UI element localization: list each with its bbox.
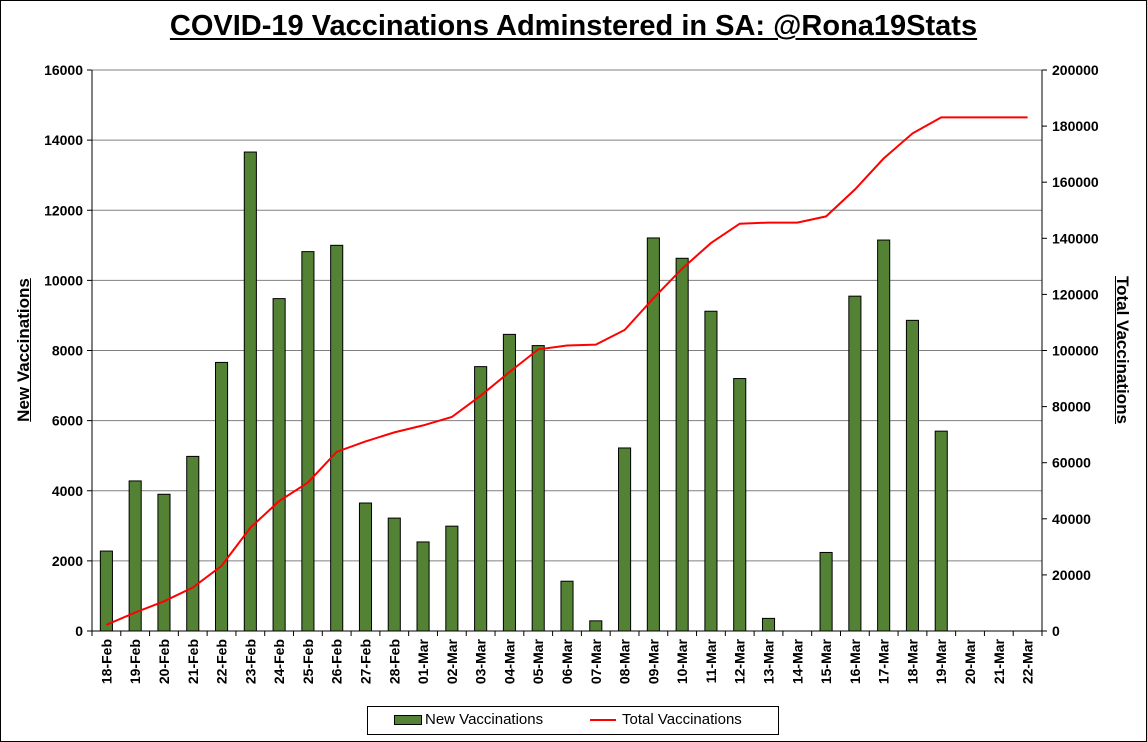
bar-new-vaccinations bbox=[99, 550, 113, 632]
bar-new-vaccinations bbox=[531, 345, 545, 632]
x-axis-tick-label: 14-Mar bbox=[789, 638, 805, 684]
bar-new-vaccinations bbox=[387, 517, 401, 632]
bar-new-vaccinations bbox=[358, 502, 373, 632]
legend-item-total-vaccinations: Total Vaccinations bbox=[590, 711, 742, 728]
bar-new-vaccinations bbox=[618, 447, 632, 632]
bar-new-vaccinations bbox=[128, 480, 142, 632]
x-axis-tick-label: 17-Mar bbox=[876, 638, 892, 684]
x-axis-tick-label: 03-Mar bbox=[473, 638, 489, 684]
x-axis-tick-label: 23-Feb bbox=[242, 639, 258, 684]
bar-new-vaccinations bbox=[934, 430, 948, 632]
x-axis-tick-label: 21-Mar bbox=[991, 638, 1007, 684]
line-total-vaccinations bbox=[106, 116, 1028, 626]
y-axis-right-tick-label: 100000 bbox=[1052, 343, 1099, 359]
bar-new-vaccinations bbox=[330, 244, 344, 632]
x-axis-tick-label: 27-Feb bbox=[357, 639, 373, 684]
y-axis-right-tick-label: 200000 bbox=[1052, 62, 1099, 78]
x-axis-tick-label: 28-Feb bbox=[386, 639, 402, 684]
x-axis-tick-label: 11-Mar bbox=[703, 638, 719, 683]
x-axis-tick-label: 05-Mar bbox=[530, 638, 546, 684]
x-axis-tick-label: 16-Mar bbox=[847, 638, 863, 684]
bar-new-vaccinations bbox=[272, 298, 286, 632]
bar-new-vaccinations bbox=[560, 580, 574, 632]
y-axis-right-tick-label: 0 bbox=[1052, 623, 1060, 639]
x-axis-tick-label: 24-Feb bbox=[271, 639, 287, 684]
y-axis-left-tick-label: 6000 bbox=[52, 413, 83, 429]
x-axis-tick-label: 22-Feb bbox=[214, 639, 230, 684]
x-axis-tick-label: 19-Feb bbox=[127, 639, 143, 684]
y-axis-left-title: New Vaccinations bbox=[14, 278, 33, 422]
legend-label-new-vaccinations: New Vaccinations bbox=[425, 711, 544, 728]
x-axis-tick-label: 12-Mar bbox=[732, 638, 748, 684]
bar-new-vaccinations bbox=[157, 493, 171, 632]
bar-new-vaccinations bbox=[589, 620, 603, 632]
x-axis-tick-label: 01-Mar bbox=[415, 638, 431, 684]
bar-new-vaccinations bbox=[502, 333, 516, 632]
legend-label-total-vaccinations: Total Vaccinations bbox=[622, 711, 742, 728]
x-axis-tick-label: 07-Mar bbox=[588, 638, 604, 684]
x-axis-tick-label: 10-Mar bbox=[674, 638, 690, 684]
y-axis-left-tick-label: 16000 bbox=[44, 62, 83, 78]
bar-new-vaccinations bbox=[243, 151, 257, 632]
y-axis-left-tick-label: 4000 bbox=[52, 483, 83, 499]
x-axis-tick-label: 21-Feb bbox=[185, 639, 201, 684]
y-axis-right-tick-label: 80000 bbox=[1052, 399, 1091, 415]
y-axis-right-title: Total Vaccinations bbox=[1113, 275, 1132, 425]
x-axis-tick-label: 18-Feb bbox=[98, 639, 114, 684]
bar-new-vaccinations bbox=[704, 310, 718, 632]
y-axis-right-tick-label: 40000 bbox=[1052, 511, 1091, 527]
bar-new-vaccinations bbox=[733, 378, 747, 632]
legend-item-new-vaccinations: New Vaccinations bbox=[394, 711, 543, 728]
y-axis-left-tick-label: 14000 bbox=[44, 132, 83, 148]
y-axis-left-tick-label: 12000 bbox=[44, 202, 83, 218]
x-axis-tick-label: 19-Mar bbox=[933, 638, 949, 684]
bar-new-vaccinations bbox=[186, 455, 200, 632]
x-axis-tick-label: 09-Mar bbox=[645, 638, 661, 684]
x-axis-tick-label: 02-Mar bbox=[444, 638, 460, 684]
bar-new-vaccinations bbox=[848, 295, 862, 632]
bar-new-vaccinations bbox=[761, 617, 776, 632]
y-axis-right-tick-label: 140000 bbox=[1052, 230, 1099, 246]
legend-swatch-bar bbox=[394, 714, 422, 725]
x-axis-tick-label: 13-Mar bbox=[761, 638, 777, 684]
bar-new-vaccinations bbox=[877, 239, 891, 632]
bar-new-vaccinations bbox=[474, 366, 488, 632]
bar-new-vaccinations bbox=[416, 541, 430, 632]
x-axis-tick-label: 20-Feb bbox=[156, 639, 172, 684]
bar-new-vaccinations bbox=[445, 525, 459, 632]
bar-new-vaccinations bbox=[301, 251, 315, 632]
y-axis-left-tick-label: 10000 bbox=[44, 272, 83, 288]
y-axis-left-tick-label: 0 bbox=[75, 623, 83, 639]
x-axis-tick-label: 06-Mar bbox=[559, 638, 575, 684]
x-axis-tick-label: 25-Feb bbox=[300, 639, 316, 684]
bar-new-vaccinations bbox=[215, 361, 229, 632]
x-axis-tick-label: 15-Mar bbox=[818, 638, 834, 684]
chart-title: COVID-19 Vaccinations Adminstered in SA:… bbox=[169, 10, 978, 42]
x-axis-tick-label: 18-Mar bbox=[904, 638, 920, 684]
y-axis-right-tick-label: 180000 bbox=[1052, 118, 1099, 134]
x-axis-tick-label: 08-Mar bbox=[617, 638, 633, 684]
legend: New Vaccinations Total Vaccinations bbox=[367, 706, 779, 735]
bar-new-vaccinations bbox=[905, 319, 920, 632]
y-axis-right-tick-label: 60000 bbox=[1052, 455, 1091, 471]
legend-swatch-line bbox=[590, 718, 616, 721]
x-axis-tick-label: 26-Feb bbox=[329, 639, 345, 684]
x-axis-tick-label: 22-Mar bbox=[1020, 638, 1036, 684]
x-axis-tick-label: 04-Mar bbox=[501, 638, 517, 684]
y-axis-left-tick-label: 2000 bbox=[52, 553, 83, 569]
bar-new-vaccinations bbox=[819, 551, 833, 632]
y-axis-right-tick-label: 120000 bbox=[1052, 286, 1099, 302]
x-axis-tick-label: 20-Mar bbox=[962, 638, 978, 684]
y-axis-left-tick-label: 8000 bbox=[52, 343, 83, 359]
bar-new-vaccinations bbox=[675, 257, 689, 632]
y-axis-right-tick-label: 160000 bbox=[1052, 174, 1099, 190]
y-axis-right-tick-label: 20000 bbox=[1052, 567, 1091, 583]
